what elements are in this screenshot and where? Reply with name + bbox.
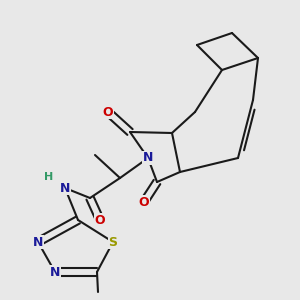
Text: N: N (33, 236, 43, 248)
Text: O: O (95, 214, 105, 226)
Text: S: S (109, 236, 118, 248)
Text: N: N (50, 266, 60, 278)
Text: N: N (143, 152, 153, 164)
Text: O: O (103, 106, 113, 118)
Text: O: O (139, 196, 149, 208)
Text: H: H (44, 172, 53, 182)
Text: N: N (60, 182, 70, 194)
